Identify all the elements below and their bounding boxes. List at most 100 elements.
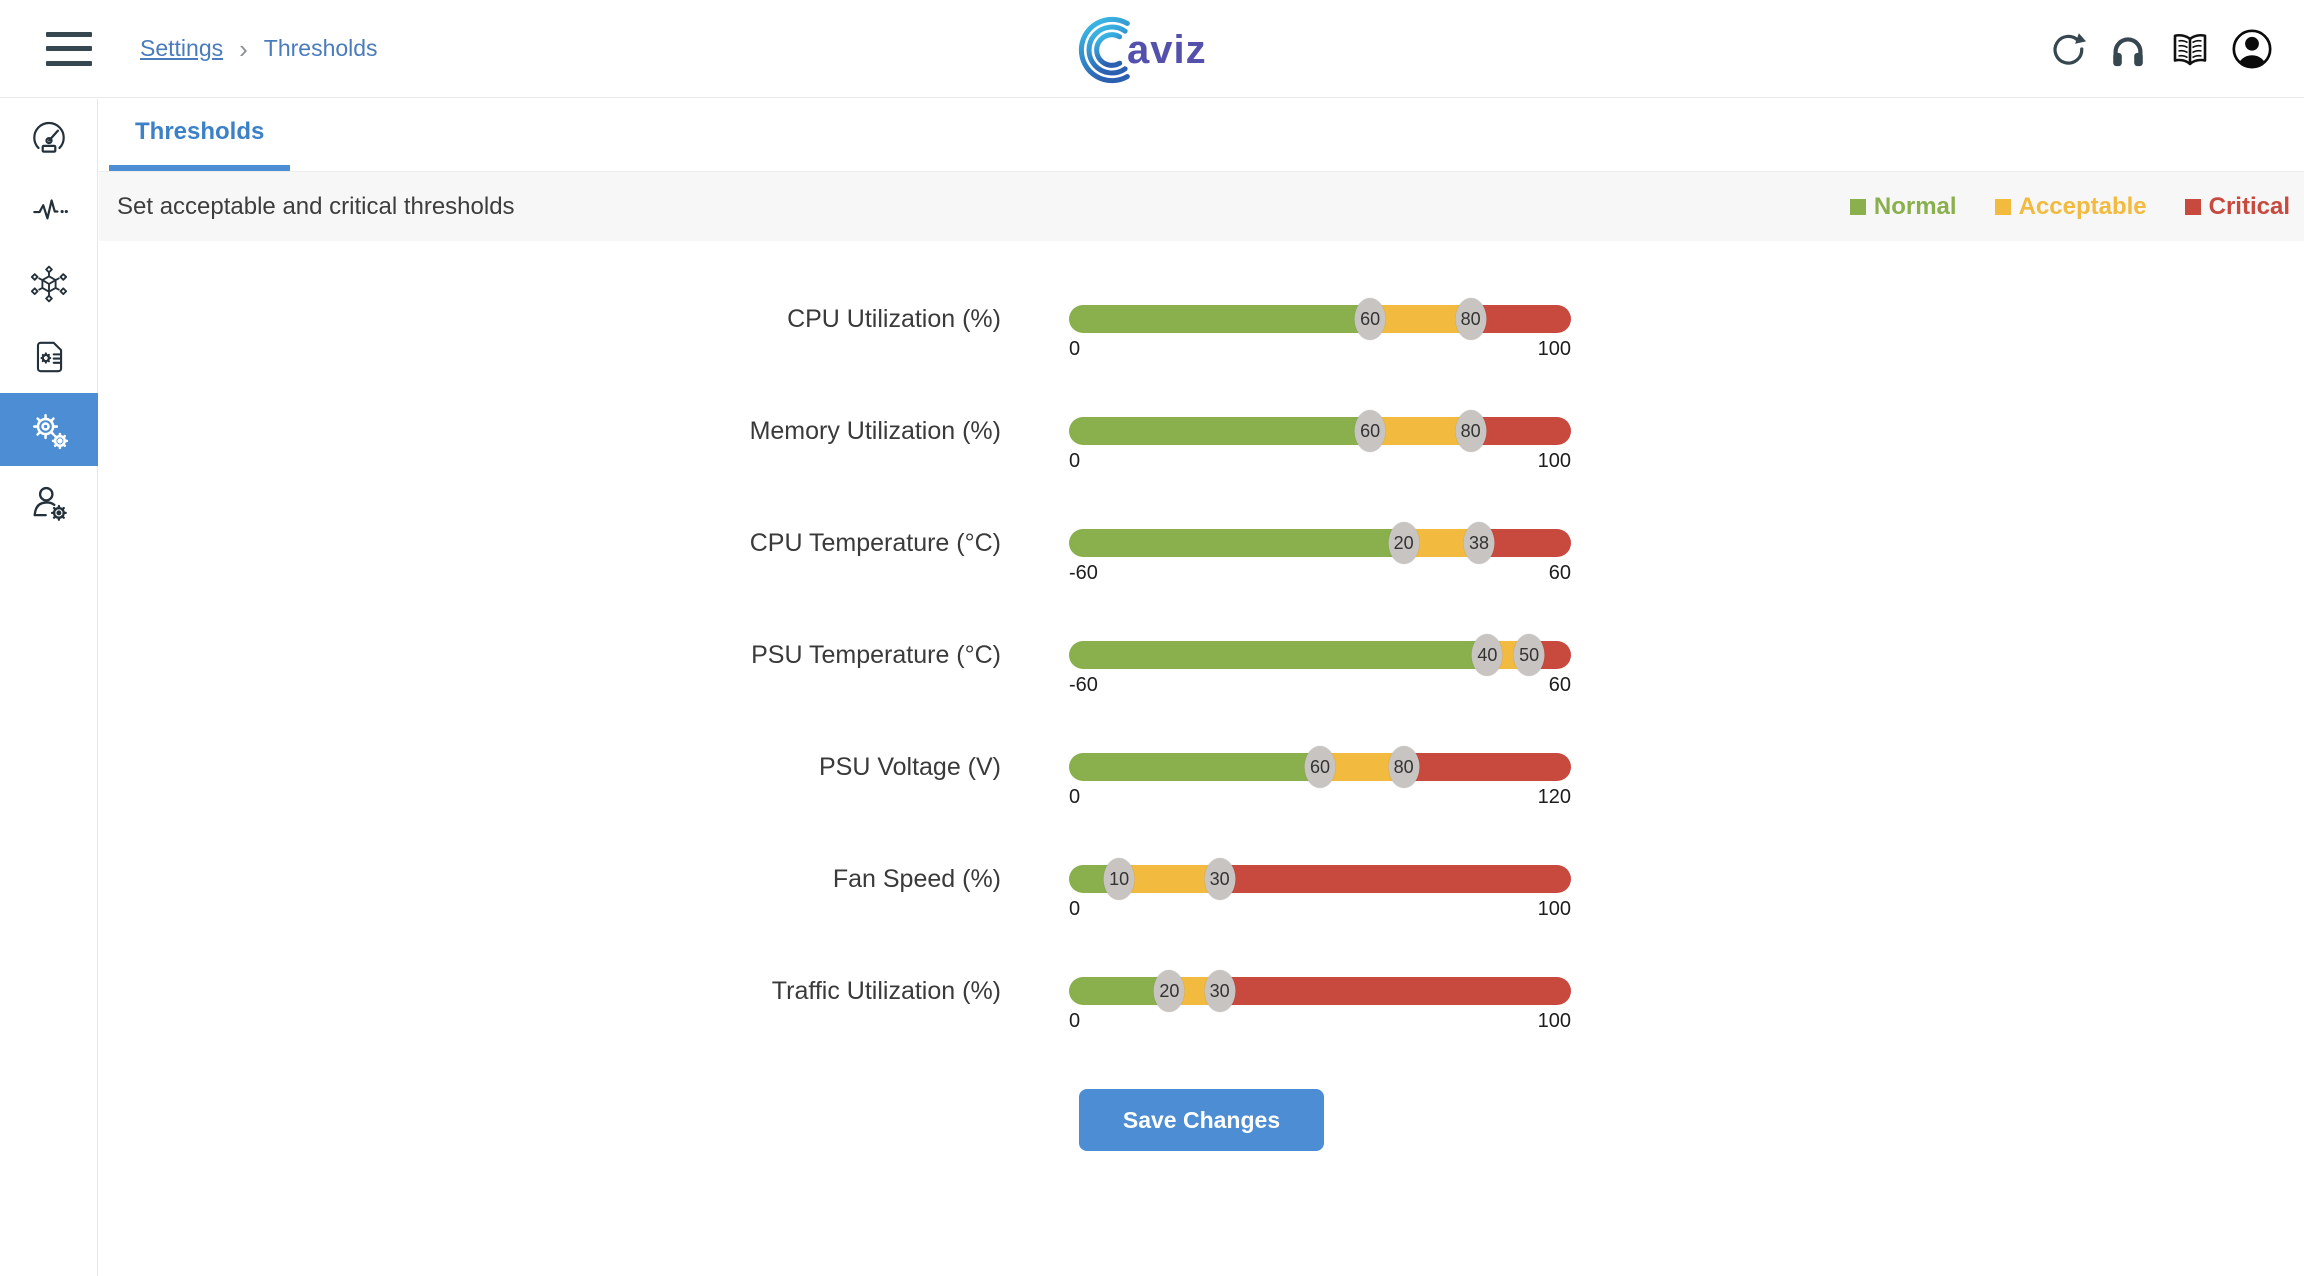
threshold-slider: 60 80 0 100 [1069,298,1571,361]
slider-normal-segment [1069,753,1320,781]
slider-max-label: 60 [1548,674,1571,696]
user-settings-icon [33,486,67,521]
health-pulse-icon [33,198,68,219]
slider-max-label: 120 [1537,786,1571,808]
slider-thumb-critical[interactable]: 30 [1204,858,1236,900]
slider-acceptable-segment [1370,417,1471,445]
breadcrumb: Settings › Thresholds [140,35,378,62]
slider-thumb-critical[interactable]: 30 [1204,970,1236,1012]
threshold-label: CPU Utilization (%) [787,305,1001,333]
slider-thumb-acceptable[interactable]: 40 [1471,634,1503,676]
threshold-label: Traffic Utilization (%) [771,977,1001,1005]
slider-normal-segment [1069,641,1488,669]
threshold-row: CPU Temperature (°C) 20 38 -60 60 [561,522,2304,613]
slider-normal-segment [1069,977,1170,1005]
slider-track[interactable]: 40 50 [1069,634,1571,676]
save-changes-button[interactable]: Save Changes [1078,1089,1325,1151]
threshold-row: CPU Utilization (%) 60 80 0 100 [561,298,2304,389]
headphones-icon[interactable] [2106,26,2150,72]
breadcrumb-separator: › [239,33,248,64]
slider-thumb-critical[interactable]: 38 [1463,522,1495,564]
slider-thumb-acceptable[interactable]: 60 [1304,746,1336,788]
subheader-strip: Set acceptable and critical thresholds N… [99,171,2304,241]
slider-range: -60 60 [1069,674,1571,697]
slider-critical-segment [1219,977,1571,1005]
slider-range: 0 100 [1069,898,1571,921]
account-icon[interactable] [2230,26,2274,72]
slider-track[interactable]: 60 80 [1069,746,1571,788]
left-sidebar [0,99,98,1276]
tab-bar: Thresholds [99,99,2304,171]
config-document-icon [36,341,63,372]
threshold-label: CPU Temperature (°C) [749,529,1001,557]
slider-normal-segment [1069,305,1371,333]
slider-thumb-critical[interactable]: 80 [1455,298,1487,340]
legend-swatch [1994,198,2011,215]
slider-track[interactable]: 20 38 [1069,522,1571,564]
breadcrumb-settings-link[interactable]: Settings [140,35,224,61]
logo-arcs-icon [1078,16,1130,83]
slider-min-label: -60 [1069,562,1098,584]
threshold-label: Memory Utilization (%) [749,417,1001,445]
threshold-label: PSU Voltage (V) [818,753,1001,781]
threshold-rows: CPU Utilization (%) 60 80 0 100 Memory Utiliz… [561,298,2304,1061]
slider-range: 0 100 [1069,450,1571,473]
legend-swatch [2184,198,2201,215]
legend: Normal Acceptable Critical [1849,192,2290,221]
threshold-label: PSU Temperature (°C) [751,641,1001,669]
slider-acceptable-segment [1370,305,1471,333]
slider-critical-segment [1470,305,1571,333]
legend-swatch [1849,198,1866,215]
threshold-slider: 10 30 0 100 [1069,858,1571,921]
sidebar-item-user-settings[interactable] [0,466,98,539]
slider-critical-segment [1470,417,1571,445]
threshold-row: PSU Temperature (°C) 40 50 -60 60 [561,634,2304,725]
top-header: Settings › Thresholds aviz [0,0,2304,98]
slider-thumb-acceptable[interactable]: 20 [1153,970,1185,1012]
docs-book-icon[interactable] [2168,26,2212,72]
slider-fill [1069,417,1571,445]
legend-label: Acceptable [2018,192,2147,220]
slider-fill [1069,977,1571,1005]
threshold-slider: 60 80 0 100 [1069,410,1571,473]
slider-min-label: 0 [1069,338,1081,360]
slider-normal-segment [1069,417,1371,445]
slider-range: 0 100 [1069,1010,1571,1033]
menu-hamburger-icon[interactable] [46,31,92,66]
slider-thumb-acceptable[interactable]: 60 [1354,410,1386,452]
slider-thumb-critical[interactable]: 80 [1388,746,1420,788]
slider-track[interactable]: 10 30 [1069,858,1571,900]
refresh-icon[interactable] [2044,26,2088,72]
slider-normal-segment [1069,529,1404,557]
sidebar-item-dashboard[interactable] [0,101,98,174]
sidebar-item-settings[interactable] [0,393,98,466]
threshold-row: Fan Speed (%) 10 30 0 100 [561,858,2304,949]
legend-label: Normal [1873,192,1957,220]
slider-thumb-acceptable[interactable]: 60 [1354,298,1386,340]
threshold-slider: 20 30 0 100 [1069,970,1571,1033]
slider-track[interactable]: 20 30 [1069,970,1571,1012]
breadcrumb-current: Thresholds [263,35,378,61]
legend-item: Acceptable [1994,192,2147,221]
slider-thumb-critical[interactable]: 80 [1455,410,1487,452]
slider-thumb-critical[interactable]: 50 [1513,634,1545,676]
network-topology-icon [30,265,68,302]
thresholds-description: Set acceptable and critical thresholds [117,192,515,220]
save-row: Save Changes [99,1089,2304,1151]
slider-track[interactable]: 60 80 [1069,298,1571,340]
threshold-label: Fan Speed (%) [832,865,1001,893]
threshold-row: Memory Utilization (%) 60 80 0 100 [561,410,2304,501]
legend-item: Critical [2184,192,2290,221]
slider-fill [1069,641,1571,669]
sidebar-item-config-doc[interactable] [0,320,98,393]
app-logo[interactable]: aviz [1077,12,1227,86]
sidebar-item-topology[interactable] [0,247,98,320]
slider-min-label: -60 [1069,674,1098,696]
tab-thresholds[interactable]: Thresholds [109,99,291,171]
legend-label: Critical [2208,192,2290,220]
slider-track[interactable]: 60 80 [1069,410,1571,452]
slider-thumb-acceptable[interactable]: 20 [1388,522,1420,564]
sidebar-item-health[interactable] [0,174,98,247]
slider-thumb-acceptable[interactable]: 10 [1103,858,1135,900]
main-content: Thresholds Set acceptable and critical t… [99,99,2304,1276]
